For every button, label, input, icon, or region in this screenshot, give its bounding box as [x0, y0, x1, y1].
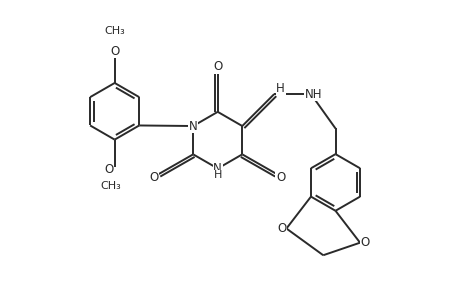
Text: CH₃: CH₃	[104, 26, 125, 36]
Text: CH₃: CH₃	[100, 181, 121, 191]
Text: O: O	[275, 171, 285, 184]
Text: NH: NH	[304, 88, 321, 100]
Text: O: O	[359, 236, 369, 249]
Text: O: O	[276, 222, 285, 235]
Text: O: O	[213, 60, 222, 73]
Text: N: N	[188, 119, 197, 133]
Text: O: O	[149, 171, 158, 184]
Text: N: N	[213, 162, 222, 175]
Text: O: O	[110, 45, 119, 58]
Text: H: H	[213, 170, 221, 180]
Text: O: O	[104, 163, 113, 176]
Text: H: H	[275, 82, 284, 95]
